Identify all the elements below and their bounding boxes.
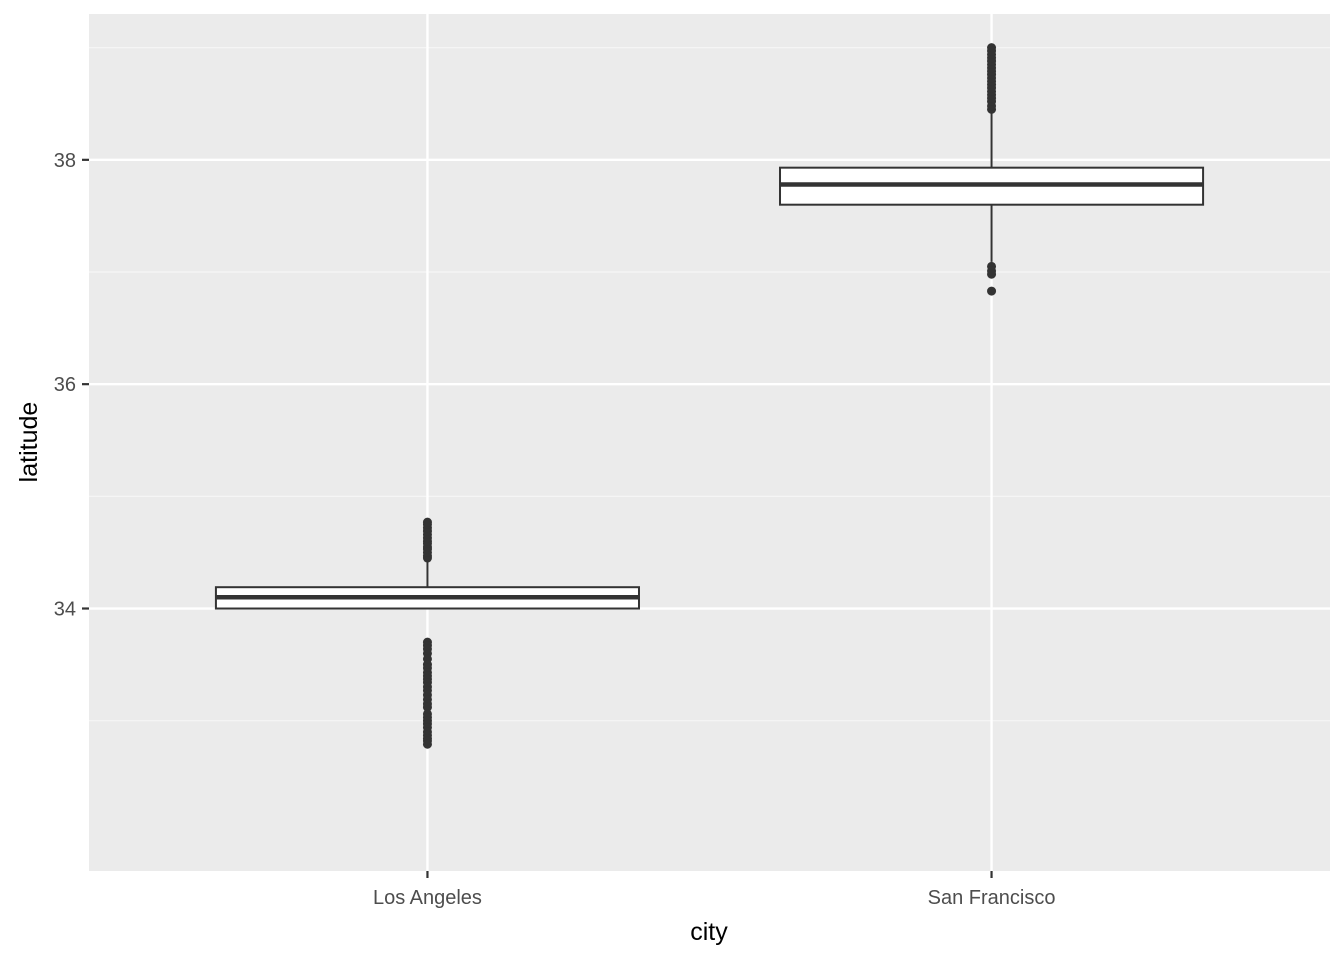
outlier-point xyxy=(422,702,432,712)
x-tick-label: San Francisco xyxy=(928,887,1056,909)
outlier-point xyxy=(987,43,997,53)
outlier-point xyxy=(987,269,997,279)
y-tick-label: 34 xyxy=(54,599,76,621)
y-axis: 34 36 38 xyxy=(54,150,89,621)
box-group xyxy=(779,43,1205,296)
outlier-point xyxy=(422,517,432,527)
y-tick-label: 36 xyxy=(54,374,76,396)
x-axis-title: city xyxy=(690,918,728,946)
y-axis-title: latitude xyxy=(15,402,43,483)
outlier-point xyxy=(422,739,432,749)
x-tick-label: Los Angeles xyxy=(373,887,482,909)
plot-panel xyxy=(89,14,1330,871)
y-tick-label: 38 xyxy=(54,150,76,172)
box-group xyxy=(214,517,640,749)
grid-minor xyxy=(89,47,1330,722)
x-axis: Los Angeles San Francisco xyxy=(373,871,1056,909)
boxes xyxy=(214,43,1205,749)
outlier-point xyxy=(987,286,997,296)
